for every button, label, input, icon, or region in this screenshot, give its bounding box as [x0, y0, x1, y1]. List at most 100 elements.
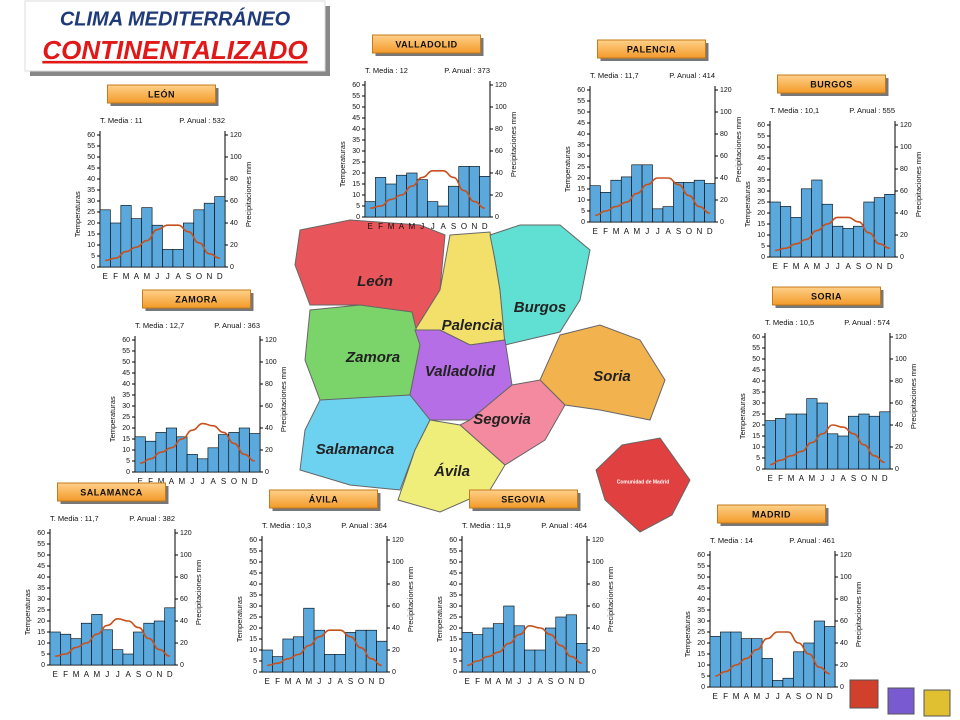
chart-title: BURGOS	[810, 79, 853, 89]
y-tick-label: 45	[752, 367, 760, 374]
y2-axis-label: Precipitaciones mm	[734, 117, 743, 182]
region-label: Salamanca	[316, 441, 394, 458]
y-tick-label: 60	[577, 87, 585, 94]
y-tick-label: 10	[37, 640, 45, 647]
y-tick-label: 35	[37, 585, 45, 592]
y-tick-label: 10	[87, 242, 95, 249]
precip-bar	[662, 206, 674, 223]
y-tick-label: 0	[581, 219, 585, 226]
y-tick-label: 20	[122, 425, 130, 432]
header-box	[24, 0, 326, 72]
x-tick-label: S	[676, 227, 681, 236]
y2-tick-label: 60	[840, 618, 848, 625]
y-tick-label: 45	[449, 570, 457, 577]
y-tick-label: 25	[752, 411, 760, 418]
chart-title: SORIA	[811, 291, 842, 301]
y-tick-label: 60	[697, 552, 705, 559]
precip-bar	[827, 433, 839, 470]
y2-tick-label: 60	[230, 198, 238, 205]
y2-tick-label: 100	[230, 154, 242, 161]
x-tick-label: M	[754, 692, 761, 701]
y-tick-label: 15	[577, 186, 585, 193]
x-tick-label: N	[156, 670, 162, 679]
y-tick-label: 55	[87, 143, 95, 150]
x-tick-label: M	[144, 272, 151, 281]
y-tick-label: 30	[757, 188, 765, 195]
y-tick-label: 15	[352, 181, 360, 188]
precip-bar	[565, 614, 577, 673]
y2-axis-label: Precipitaciones mm	[406, 567, 415, 632]
y-tick-label: 20	[697, 640, 705, 647]
x-tick-label: J	[836, 262, 840, 271]
chart-title: SALAMANCA	[80, 487, 143, 497]
y2-tick-label: 80	[265, 381, 273, 388]
y-tick-label: 50	[757, 144, 765, 151]
region	[397, 419, 506, 513]
y-tick-label: 40	[249, 581, 257, 588]
y2-tick-label: 0	[720, 219, 724, 226]
climograph: BURGOS T. Media : 10,1 P. Anual : 555 0 5 10 1…	[743, 74, 923, 271]
y2-tick-label: 80	[720, 131, 728, 138]
precip-bar	[122, 653, 134, 666]
x-tick-label: D	[827, 692, 833, 701]
y-tick-label: 60	[757, 122, 765, 129]
y-tick-label: 55	[122, 348, 130, 355]
x-tick-label: D	[252, 477, 258, 486]
precip-bar	[853, 225, 865, 258]
precip-bar	[110, 222, 122, 268]
chart-title: SEGOVIA	[501, 494, 546, 504]
x-tick-label: N	[471, 222, 477, 231]
x-tick-label: N	[696, 227, 702, 236]
y-tick-label: 40	[37, 574, 45, 581]
precip-bar	[165, 427, 177, 473]
y-tick-label: 60	[352, 82, 360, 89]
climograph: PALENCIA T. Media : 11,7 P. Anual : 414 0 5 1…	[563, 39, 743, 236]
temp-line	[140, 422, 255, 464]
x-tick-label: M	[73, 670, 80, 679]
region-label: Ávila	[433, 463, 470, 480]
title-box	[772, 286, 881, 306]
y-tick-label: 10	[752, 444, 760, 451]
precip-bar	[458, 166, 470, 218]
y-tick-label: 45	[577, 120, 585, 127]
y2-tick-label: 100	[265, 359, 277, 366]
y-tick-label: 35	[449, 592, 457, 599]
y-tick-label: 50	[87, 154, 95, 161]
x-tick-label: O	[146, 670, 152, 679]
precip-bar	[153, 620, 165, 666]
x-tick-label: D	[707, 227, 713, 236]
x-tick-label: J	[517, 677, 521, 686]
y-tick-label: 5	[253, 658, 257, 665]
y2-tick-label: 20	[180, 640, 188, 647]
y2-tick-label: 0	[180, 662, 184, 669]
y-tick-label: 30	[697, 618, 705, 625]
y-tick-label: 15	[752, 433, 760, 440]
chart-title: MADRID	[752, 509, 791, 519]
y2-tick-label: 40	[230, 220, 238, 227]
x-tick-label: S	[548, 677, 553, 686]
x-tick-label: E	[138, 477, 143, 486]
x-tick-label: E	[103, 272, 108, 281]
precip-bar	[303, 607, 315, 673]
y2-tick-label: 40	[840, 640, 848, 647]
chart-title: PALENCIA	[627, 44, 676, 54]
x-tick-label: F	[475, 677, 480, 686]
y2-tick-label: 0	[265, 469, 269, 476]
temp-line	[595, 177, 710, 217]
precip-bar	[693, 179, 705, 223]
climograph: ÁVILA T. Media : 10,3 P. Anual : 364 0 5 10 15…	[235, 489, 415, 686]
y-axis-label: Temperaturas	[235, 596, 244, 642]
precip-bar	[790, 217, 802, 258]
x-tick-label: A	[537, 677, 543, 686]
y-tick-label: 25	[757, 199, 765, 206]
y2-tick-label: 80	[230, 176, 238, 183]
annual-precip: P. Anual : 461	[789, 536, 835, 545]
precip-bar	[218, 434, 230, 473]
y-tick-label: 50	[37, 552, 45, 559]
y2-tick-label: 20	[720, 197, 728, 204]
x-tick-label: F	[778, 474, 783, 483]
y2-tick-label: 100	[720, 109, 732, 116]
y2-tick-label: 100	[180, 552, 192, 559]
y-tick-label: 35	[752, 389, 760, 396]
annual-precip: P. Anual : 574	[844, 318, 890, 327]
